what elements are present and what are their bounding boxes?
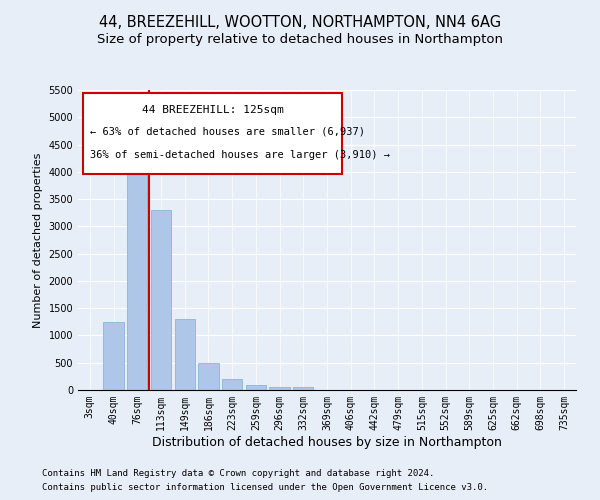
Text: 44, BREEZEHILL, WOOTTON, NORTHAMPTON, NN4 6AG: 44, BREEZEHILL, WOOTTON, NORTHAMPTON, NN… (99, 15, 501, 30)
Text: Size of property relative to detached houses in Northampton: Size of property relative to detached ho… (97, 32, 503, 46)
FancyBboxPatch shape (83, 93, 342, 174)
Text: 44 BREEZEHILL: 125sqm: 44 BREEZEHILL: 125sqm (142, 105, 283, 115)
Text: ← 63% of detached houses are smaller (6,937): ← 63% of detached houses are smaller (6,… (91, 126, 365, 136)
Y-axis label: Number of detached properties: Number of detached properties (33, 152, 43, 328)
Text: 36% of semi-detached houses are larger (3,910) →: 36% of semi-detached houses are larger (… (91, 150, 391, 160)
Bar (269, 386, 290, 390)
Bar (175, 319, 195, 390)
Text: Contains HM Land Registry data © Crown copyright and database right 2024.: Contains HM Land Registry data © Crown c… (42, 468, 434, 477)
Bar (127, 156, 148, 390)
Bar (103, 322, 124, 390)
Bar (293, 388, 313, 390)
Text: Contains public sector information licensed under the Open Government Licence v3: Contains public sector information licen… (42, 484, 488, 492)
Bar (151, 210, 171, 390)
Bar (246, 384, 266, 390)
X-axis label: Distribution of detached houses by size in Northampton: Distribution of detached houses by size … (152, 436, 502, 448)
Bar (222, 379, 242, 390)
Bar (199, 362, 218, 390)
